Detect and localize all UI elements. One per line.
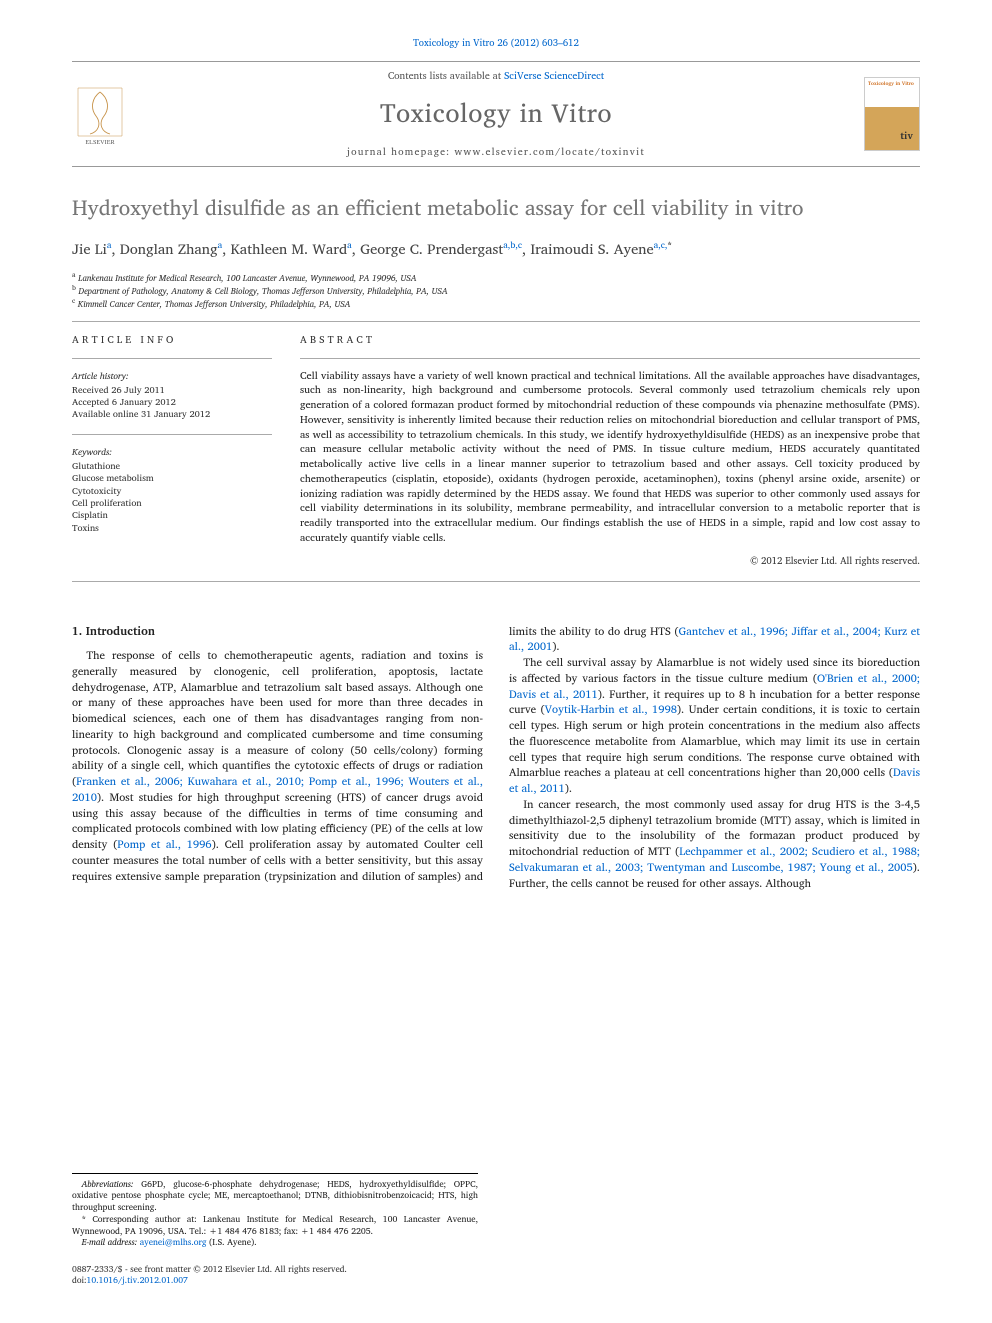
keyword: Cisplatin (72, 510, 272, 522)
affiliation: c Kimmell Cancer Center, Thomas Jefferso… (72, 297, 920, 310)
divider (72, 358, 272, 359)
svg-text:ELSEVIER: ELSEVIER (85, 139, 115, 146)
body-paragraph: The cell survival assay by Alamarblue is… (509, 655, 920, 797)
author: Kathleen M. Warda (231, 238, 352, 261)
divider (72, 321, 920, 322)
contents-prefix: Contents lists available at (388, 68, 504, 84)
article-info-panel: ARTICLE INFO Article history: Received 2… (72, 332, 272, 569)
author: Donglan Zhanga (120, 238, 222, 261)
history-line: Available online 31 January 2012 (72, 409, 272, 421)
divider (72, 581, 920, 582)
abbreviations-footnote: Abbreviations: G6PD, glucose-6-phosphate… (72, 1179, 478, 1214)
copyright: © 2012 Elsevier Ltd. All rights reserved… (300, 554, 920, 569)
cover-label: Toxicology in Vitro (865, 78, 919, 90)
divider (300, 358, 920, 359)
page-footer: 0887-2333/$ - see front matter © 2012 El… (72, 1264, 347, 1287)
elsevier-logo-icon: ELSEVIER (72, 82, 128, 146)
abstract-panel: ABSTRACT Cell viability assays have a va… (300, 332, 920, 569)
journal-masthead: ELSEVIER Contents lists available at Sci… (72, 61, 920, 167)
body-paragraph: In cancer research, the most commonly us… (509, 797, 920, 892)
email-link[interactable]: ayenei@mlhs.org (137, 1235, 206, 1249)
footnote-block: Abbreviations: G6PD, glucose-6-phosphate… (72, 1173, 478, 1249)
contents-available: Contents lists available at SciVerse Sci… (142, 68, 850, 84)
divider (72, 434, 272, 435)
affiliation: b Department of Pathology, Anatomy & Cel… (72, 284, 920, 297)
doi-link[interactable]: 10.1016/j.tiv.2012.01.007 (87, 1273, 188, 1287)
abstract-text: Cell viability assays have a variety of … (300, 369, 920, 546)
journal-citation: Toxicology in Vitro 26 (2012) 603–612 (72, 36, 920, 51)
journal-homepage: journal homepage: www.elsevier.com/locat… (142, 144, 850, 160)
journal-name: Toxicology in Vitro (142, 92, 850, 134)
author: Jie Lia (72, 238, 111, 261)
keywords-label: Keywords: (72, 445, 272, 460)
author: George C. Prendergasta,b,c (360, 238, 522, 261)
author: Iraimoudi S. Ayenea,c,* (530, 238, 672, 261)
article-title: Hydroxyethyl disulfide as an efficient m… (72, 195, 920, 221)
article-info-row: ARTICLE INFO Article history: Received 2… (72, 332, 920, 569)
homepage-prefix: journal homepage: (347, 144, 454, 160)
article-info-heading: ARTICLE INFO (72, 332, 272, 348)
affiliation: a Lankenau Institute for Medical Researc… (72, 271, 920, 284)
history-label: Article history: (72, 369, 272, 384)
abstract-heading: ABSTRACT (300, 332, 920, 348)
article-body: 1. Introduction The response of cells to… (72, 624, 920, 892)
doi-line: doi:10.1016/j.tiv.2012.01.007 (72, 1275, 347, 1287)
journal-cover-icon: Toxicology in Vitro (864, 77, 920, 151)
affiliations: a Lankenau Institute for Medical Researc… (72, 271, 920, 310)
email-footnote: E-mail address: ayenei@mlhs.org (I.S. Ay… (72, 1237, 478, 1249)
keyword: Toxins (72, 523, 272, 535)
sciencedirect-link[interactable]: SciVerse ScienceDirect (504, 68, 604, 84)
author-list: Jie Lia, Donglan Zhanga, Kathleen M. War… (72, 237, 920, 261)
homepage-url: www.elsevier.com/locate/toxinvit (454, 144, 645, 160)
corresponding-footnote: * Corresponding author at: Lankenau Inst… (72, 1214, 478, 1237)
section-heading: 1. Introduction (72, 624, 483, 640)
